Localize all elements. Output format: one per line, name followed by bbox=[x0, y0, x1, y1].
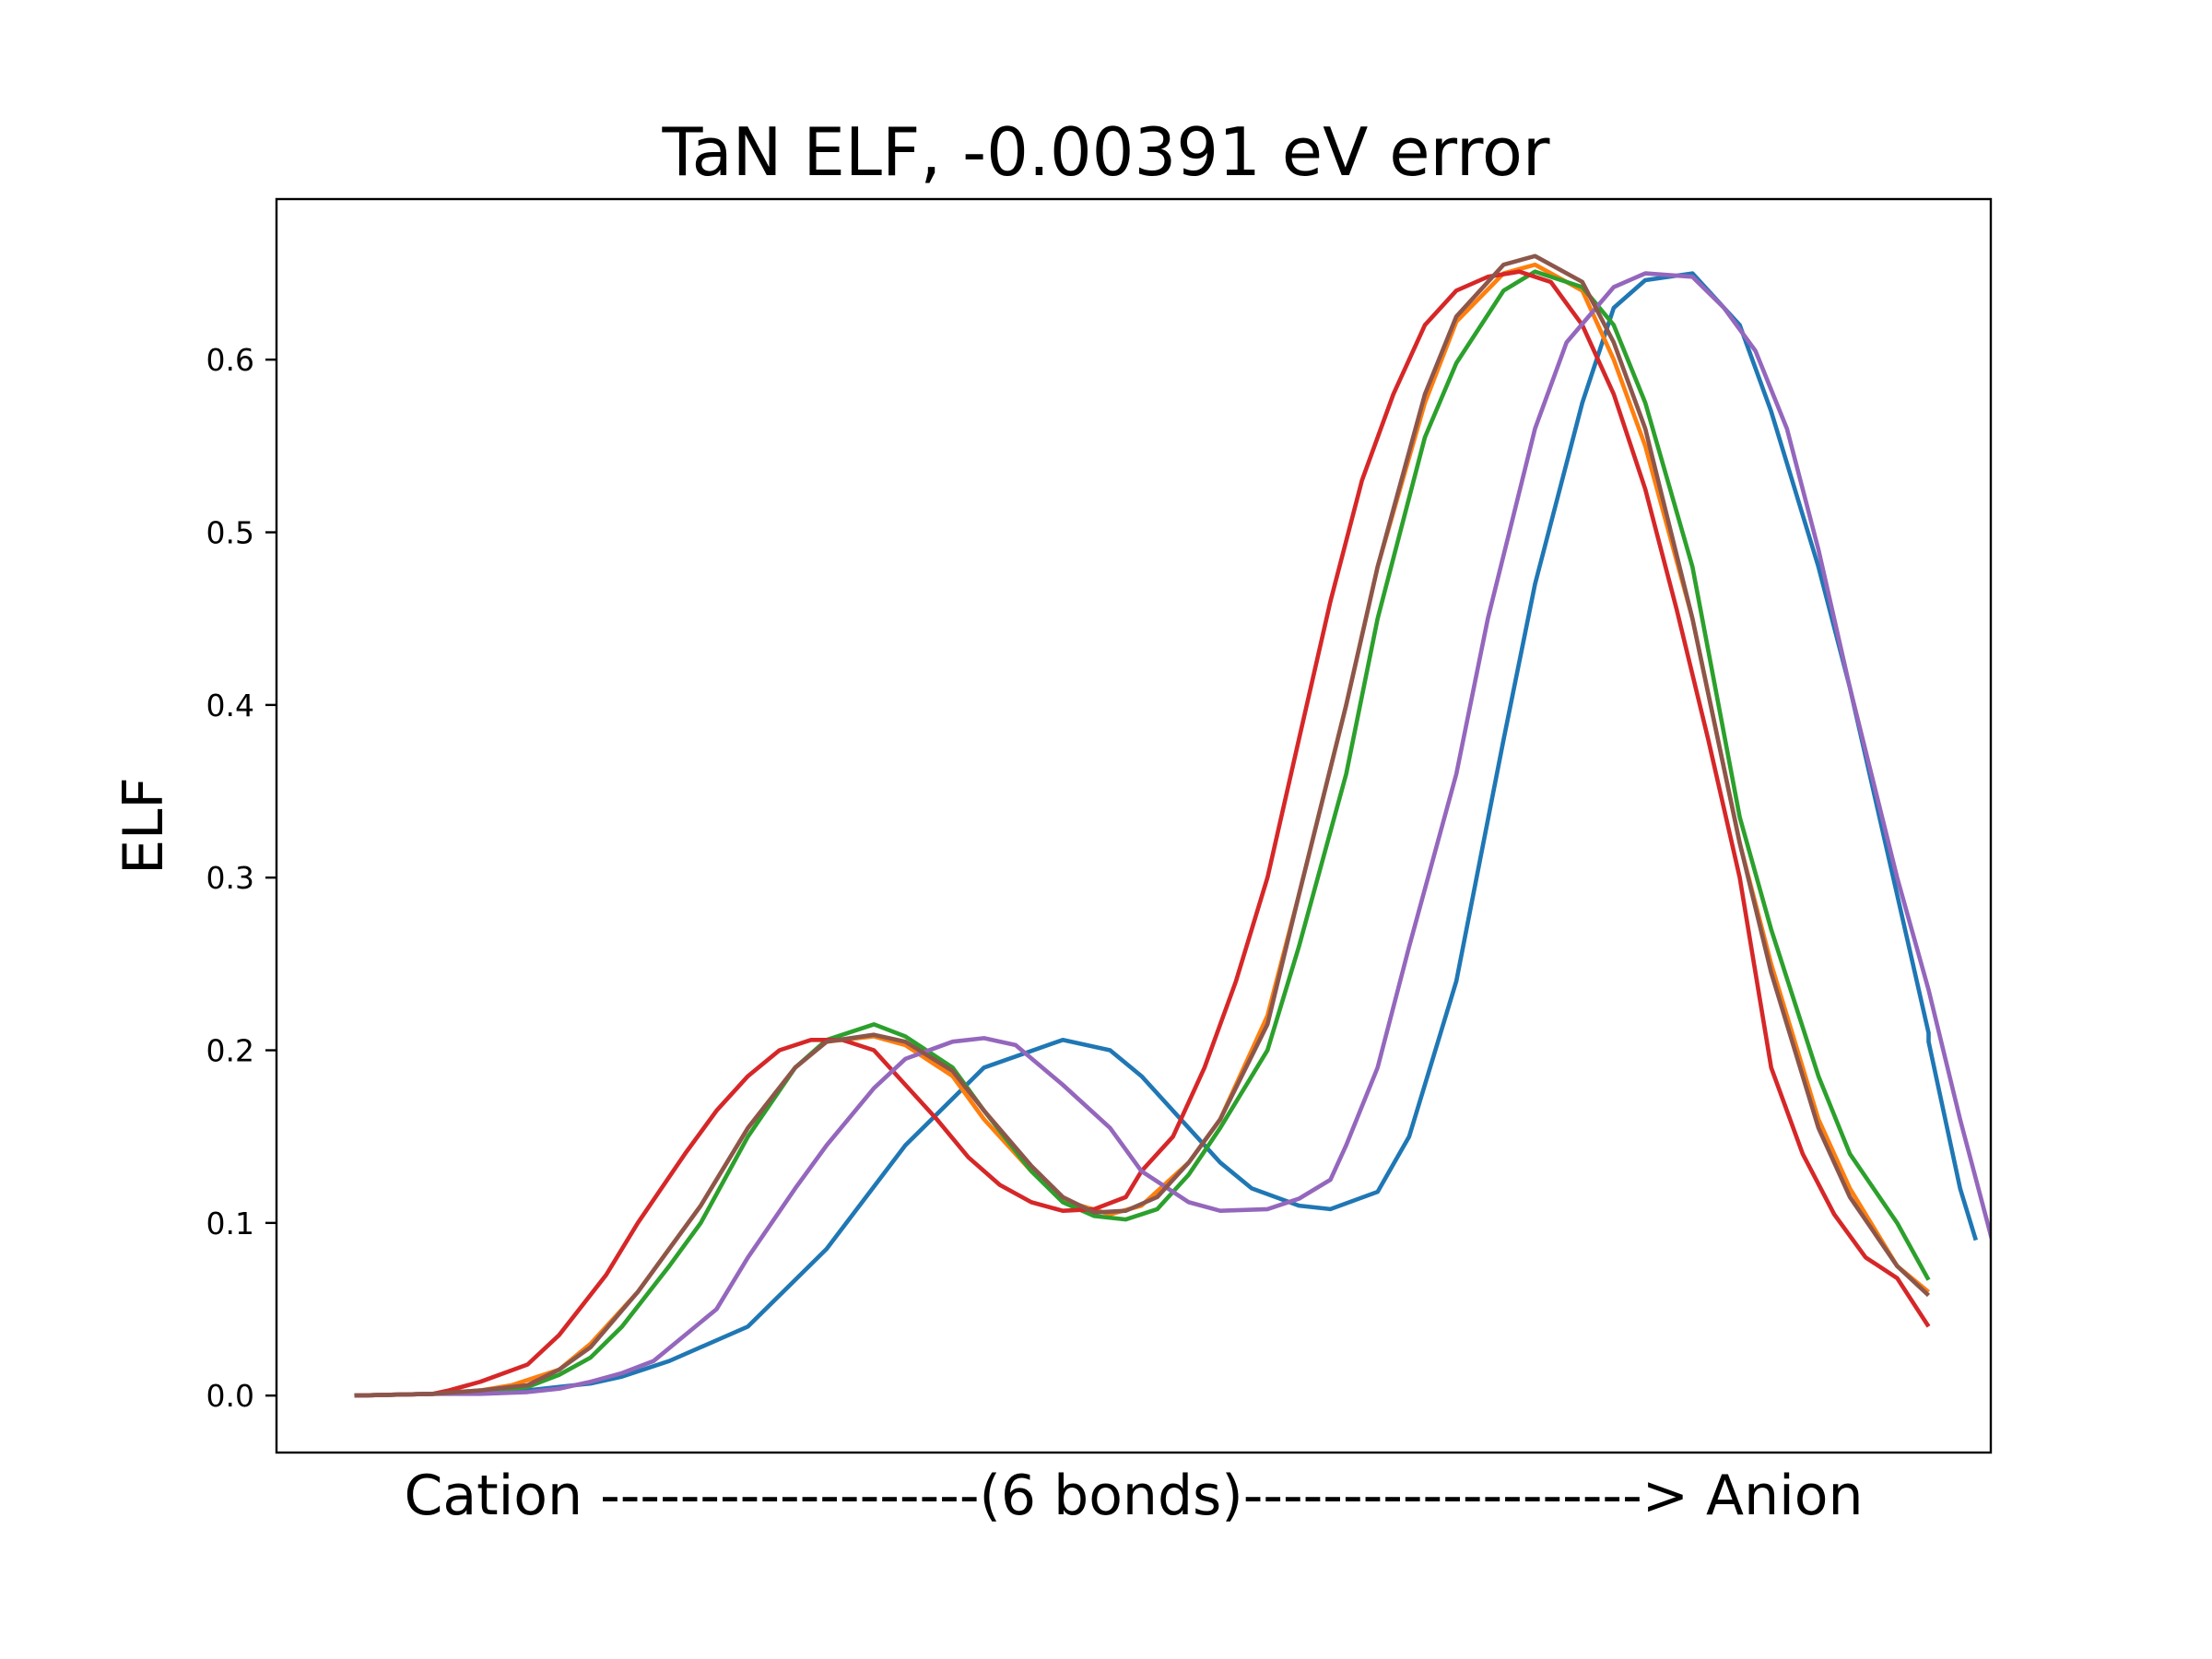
chart-title: TaN ELF, -0.00391 eV error bbox=[661, 113, 1549, 191]
series-line-5 bbox=[354, 271, 1991, 1398]
y-tick-label: 0.5 bbox=[206, 515, 254, 551]
series-line-1 bbox=[354, 271, 1979, 1398]
y-tick-label: 0.6 bbox=[206, 342, 254, 378]
plot-area bbox=[354, 253, 1991, 1398]
series-line-6 bbox=[354, 253, 1931, 1398]
y-tick-label: 0.0 bbox=[206, 1378, 254, 1414]
series-line-3 bbox=[354, 269, 1931, 1398]
series-line-4 bbox=[354, 269, 1931, 1398]
x-axis-label: Cation -------------------(6 bonds)-----… bbox=[404, 1464, 1863, 1528]
y-tick-label: 0.3 bbox=[206, 860, 254, 896]
y-tick-label: 0.2 bbox=[206, 1033, 254, 1069]
y-axis-label: ELF bbox=[112, 777, 176, 875]
series-line-2 bbox=[354, 262, 1930, 1398]
y-axis-ticks: 0.0 0.1 0.2 0.3 0.4 0.5 0.6 bbox=[206, 342, 276, 1414]
y-tick-label: 0.1 bbox=[206, 1206, 254, 1241]
y-tick-label: 0.4 bbox=[206, 688, 254, 724]
plot-frame bbox=[275, 197, 1993, 1454]
